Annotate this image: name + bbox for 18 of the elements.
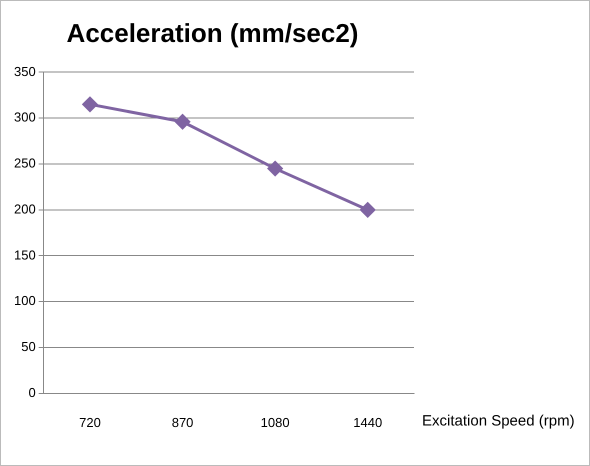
y-tick-label: 250 <box>14 156 36 171</box>
y-tick-label: 300 <box>14 110 36 125</box>
x-axis-title: Excitation Speed (rpm) <box>422 412 575 430</box>
y-tick-label: 350 <box>14 64 36 79</box>
x-tick-label: 1080 <box>260 414 290 430</box>
y-tick-label: 150 <box>14 247 36 262</box>
y-tick-label: 100 <box>14 293 36 308</box>
x-tick-label: 1440 <box>353 414 382 430</box>
y-tick-label: 50 <box>21 339 36 354</box>
y-tick-label: 0 <box>28 384 36 400</box>
point <box>268 161 283 176</box>
point <box>82 96 98 112</box>
point <box>360 202 376 218</box>
x-tick-label: 870 <box>172 414 194 430</box>
y-tick-label: 200 <box>14 201 36 216</box>
x-tick-label: 720 <box>79 414 101 430</box>
point <box>175 114 190 130</box>
chart-title: Acceleration (mm/sec2) <box>66 18 358 48</box>
